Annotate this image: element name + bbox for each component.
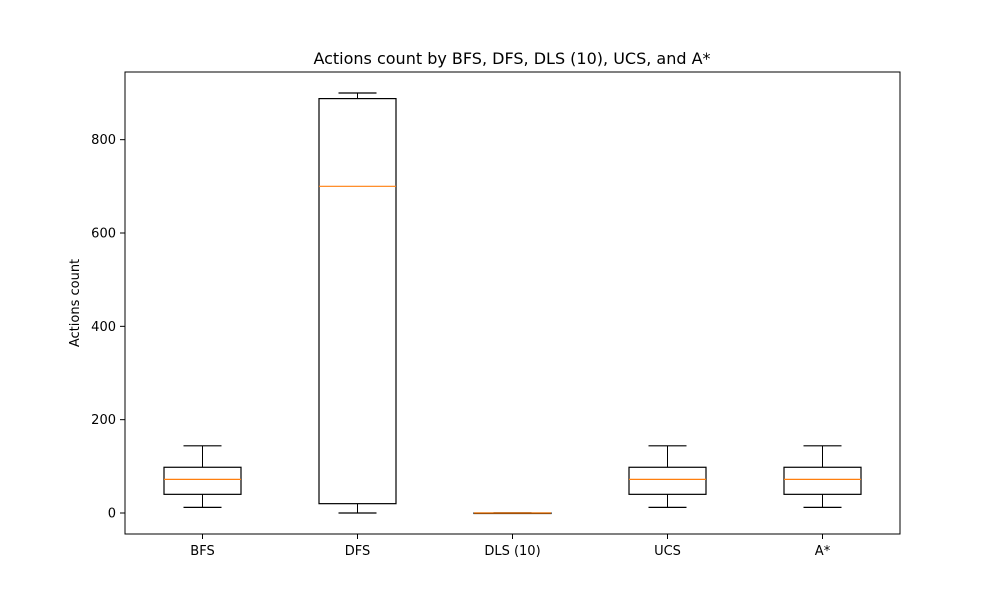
chart-title: Actions count by BFS, DFS, DLS (10), UCS… (313, 49, 710, 68)
iqr-box (318, 97, 397, 505)
iqr-box (163, 466, 242, 495)
plot-area-frame (124, 71, 901, 535)
y-tick-label: 200 (91, 413, 116, 428)
box-a (783, 445, 862, 508)
y-axis: 0 200 400 600 800 (91, 133, 125, 522)
y-tick-label: 400 (91, 320, 116, 335)
x-axis: BFS DFS DLS (10) UCS A* (190, 534, 831, 559)
iqr-box (628, 466, 707, 495)
y-tick-label: 800 (91, 133, 116, 148)
box-dls-10 (473, 512, 552, 515)
x-tick-label: A* (815, 544, 831, 559)
y-tick-label: 0 (108, 507, 116, 522)
x-tick-label: UCS (654, 544, 681, 559)
y-tick-label: 600 (91, 227, 116, 242)
box-dfs (318, 92, 397, 514)
box-series (163, 92, 862, 515)
iqr-box (783, 466, 862, 495)
box-ucs (628, 445, 707, 508)
y-axis-label: Actions count (68, 259, 83, 347)
x-tick-label: BFS (190, 544, 214, 559)
x-tick-label: DLS (10) (484, 544, 540, 559)
box-bfs (163, 445, 242, 508)
x-tick-label: DFS (345, 544, 371, 559)
